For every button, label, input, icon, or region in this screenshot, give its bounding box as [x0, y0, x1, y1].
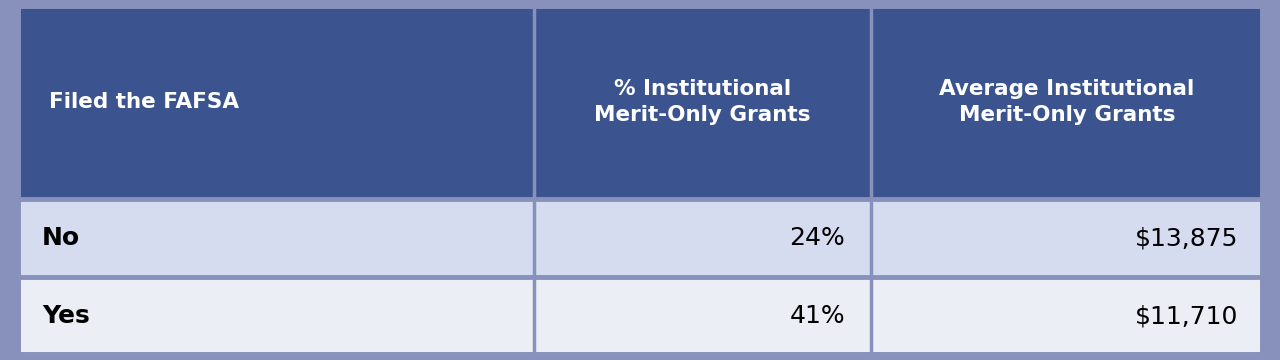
Text: % Institutional
Merit-Only Grants: % Institutional Merit-Only Grants [594, 79, 810, 125]
Bar [17, 199, 1263, 277]
Bar [17, 277, 1263, 355]
Text: 41%: 41% [790, 304, 845, 328]
Text: $11,710: $11,710 [1134, 304, 1238, 328]
Text: Yes: Yes [42, 304, 90, 328]
Text: 24%: 24% [790, 226, 845, 250]
Text: Average Institutional
Merit-Only Grants: Average Institutional Merit-Only Grants [940, 79, 1194, 125]
Text: Filed the FAFSA: Filed the FAFSA [49, 92, 238, 112]
Text: $13,875: $13,875 [1134, 226, 1238, 250]
Text: No: No [42, 226, 81, 250]
Bar [17, 5, 1263, 199]
